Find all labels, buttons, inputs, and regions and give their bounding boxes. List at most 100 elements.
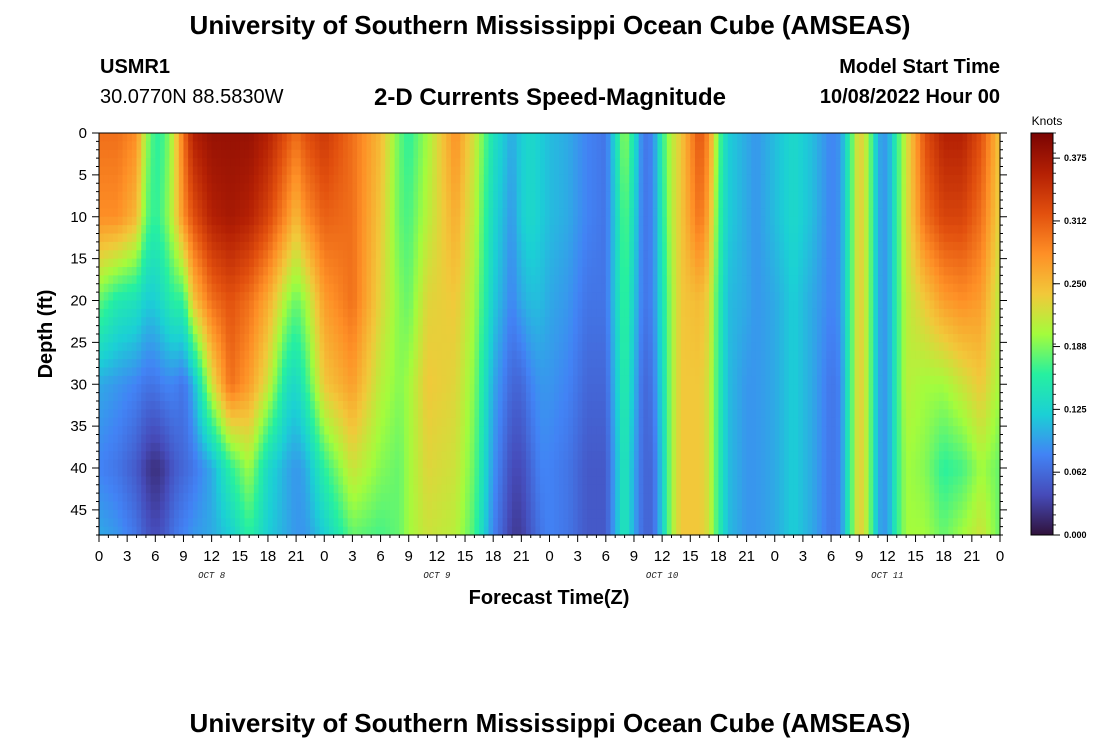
- heatmap-cell: [432, 426, 438, 436]
- heatmap-cell: [572, 325, 579, 335]
- heatmap-cell: [192, 225, 199, 235]
- heatmap-cell: [441, 459, 447, 469]
- heatmap-cell: [328, 133, 335, 142]
- heatmap-cell: [497, 359, 504, 369]
- heatmap-cell: [568, 518, 574, 528]
- heatmap-cell: [422, 141, 429, 151]
- heatmap-cell: [497, 509, 504, 519]
- heatmap-cell: [446, 350, 452, 360]
- heatmap-cell: [450, 200, 457, 209]
- heatmap-cell: [202, 258, 208, 268]
- heatmap-cell: [221, 401, 227, 410]
- heatmap-cell: [558, 476, 565, 486]
- heatmap-cell: [469, 501, 476, 511]
- heatmap-cell: [399, 225, 405, 235]
- heatmap-cell: [310, 401, 316, 410]
- heatmap-cell: [563, 509, 569, 519]
- heatmap-cell: [549, 451, 555, 461]
- heatmap-cell: [333, 442, 339, 452]
- heatmap-cell: [375, 308, 382, 318]
- heatmap-cell: [310, 417, 316, 427]
- heatmap-cell: [164, 442, 170, 452]
- heatmap-cell: [300, 501, 307, 511]
- heatmap-cell: [239, 367, 246, 377]
- heatmap-cell: [455, 225, 461, 235]
- heatmap-cell: [422, 317, 429, 327]
- heatmap-cell: [160, 225, 166, 235]
- heatmap-cell: [338, 275, 344, 285]
- heatmap-cell: [211, 283, 217, 293]
- heatmap-cell: [211, 476, 217, 486]
- heatmap-cell: [282, 300, 288, 310]
- heatmap-cell: [160, 526, 166, 536]
- heatmap-cell: [446, 518, 452, 528]
- heatmap-cell: [164, 476, 170, 486]
- heatmap-cell: [155, 417, 161, 427]
- heatmap-cell: [488, 141, 494, 151]
- heatmap-cell: [310, 191, 316, 201]
- heatmap-cell: [507, 133, 513, 142]
- heatmap-cell: [427, 191, 433, 201]
- heatmap-cell: [324, 325, 330, 335]
- heatmap-cell: [113, 258, 119, 268]
- heatmap-cell: [183, 468, 189, 477]
- heatmap-cell: [338, 208, 344, 218]
- heatmap-cell: [427, 258, 433, 268]
- heatmap-cell: [582, 350, 588, 360]
- heatmap-cell: [361, 317, 368, 327]
- heatmap-cell: [324, 283, 330, 293]
- heatmap-cell: [328, 208, 335, 218]
- heatmap-cell: [221, 350, 227, 360]
- heatmap-cell: [389, 200, 396, 209]
- heatmap-cell: [572, 300, 579, 310]
- heatmap-cell: [568, 158, 574, 168]
- heatmap-cell: [568, 468, 574, 477]
- heatmap-cell: [188, 384, 194, 394]
- heatmap-cell: [300, 292, 307, 302]
- heatmap-cell: [272, 308, 278, 318]
- heatmap-cell: [286, 133, 292, 142]
- heatmap-cell: [216, 375, 222, 385]
- heatmap-cell: [493, 208, 499, 218]
- heatmap-cell: [145, 267, 152, 276]
- heatmap-cell: [216, 350, 222, 360]
- heatmap-cell: [357, 350, 363, 360]
- heatmap-cell: [113, 225, 119, 235]
- heatmap-cell: [136, 325, 142, 335]
- heatmap-cell: [300, 141, 307, 151]
- heatmap-cell: [446, 250, 452, 260]
- heatmap-cell: [450, 401, 457, 410]
- heatmap-cell: [160, 509, 166, 519]
- heatmap-cell: [394, 518, 400, 528]
- heatmap-cell: [554, 325, 560, 335]
- heatmap-cell: [286, 183, 292, 193]
- heatmap-cell: [160, 459, 166, 469]
- heatmap-cell: [99, 518, 105, 528]
- heatmap-cell: [249, 250, 255, 260]
- heatmap-cell: [103, 133, 109, 142]
- heatmap-cell: [544, 468, 551, 477]
- heatmap-cell: [108, 468, 114, 477]
- heatmap-cell: [441, 451, 447, 461]
- heatmap-cell: [122, 518, 128, 528]
- heatmap-cell: [582, 300, 588, 310]
- heatmap-cell: [394, 367, 400, 377]
- heatmap-cell: [108, 476, 114, 486]
- heatmap-cell: [357, 191, 363, 201]
- heatmap-cell: [188, 501, 194, 511]
- heatmap-cell: [474, 392, 480, 402]
- heatmap-cell: [197, 225, 203, 235]
- heatmap-cell: [310, 493, 316, 503]
- heatmap-cell: [535, 292, 541, 302]
- heatmap-cell: [267, 518, 274, 528]
- heatmap-cell: [202, 476, 208, 486]
- heatmap-cell: [314, 258, 321, 268]
- heatmap-cell: [422, 200, 429, 209]
- heatmap-cell: [479, 317, 485, 327]
- heatmap-cell: [455, 426, 461, 436]
- heatmap-cell: [413, 250, 419, 260]
- heatmap-cell: [366, 149, 372, 159]
- heatmap-cell: [408, 300, 415, 310]
- heatmap-cell: [230, 401, 236, 410]
- heatmap-cell: [404, 258, 410, 268]
